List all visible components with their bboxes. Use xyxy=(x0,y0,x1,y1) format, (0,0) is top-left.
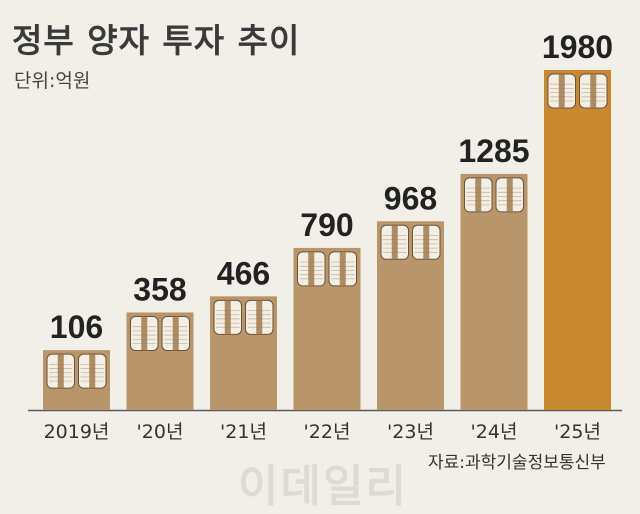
x-tick-label: '23년 xyxy=(387,421,434,443)
money-band xyxy=(391,225,398,260)
money-band xyxy=(475,177,482,212)
money-band xyxy=(590,74,597,108)
x-tick-label: 2019년 xyxy=(44,421,110,443)
bar-group: 466 '21년 xyxy=(210,255,277,443)
unit-label: 단위:억원 xyxy=(14,70,91,92)
data-label: 466 xyxy=(217,255,270,291)
money-band xyxy=(558,74,565,108)
bar-group: 1285 '24년 xyxy=(458,133,529,443)
chart-title: 정부 양자 투자 추이 xyxy=(12,21,301,60)
bar-group: 106 2019년 xyxy=(43,309,110,443)
money-band xyxy=(256,300,263,335)
money-band xyxy=(423,225,430,260)
data-label: 1285 xyxy=(458,133,529,169)
bar-group: 1980 '25년 xyxy=(542,29,613,443)
watermark: 이데일리 xyxy=(238,461,408,512)
data-label: 968 xyxy=(384,180,437,216)
money-band xyxy=(506,177,513,212)
source-label: 자료:과학기술정보통신부 xyxy=(428,453,606,473)
data-label: 358 xyxy=(133,271,186,307)
money-band xyxy=(308,251,315,286)
money-band xyxy=(141,316,148,351)
x-tick-label: '22년 xyxy=(304,421,351,443)
bar-group: 358 '20년 xyxy=(126,271,194,443)
bar-group: 968 '23년 xyxy=(377,180,444,443)
x-tick-label: '21년 xyxy=(220,421,267,443)
bar xyxy=(544,70,611,410)
money-band xyxy=(224,300,231,335)
bar xyxy=(460,173,528,410)
money-band xyxy=(172,316,179,351)
money-band xyxy=(89,354,96,389)
bar-group: 790 '22년 xyxy=(293,207,361,443)
x-tick-label: '24년 xyxy=(471,421,518,443)
data-label: 790 xyxy=(300,207,353,243)
x-tick-label: '25년 xyxy=(554,421,601,443)
x-tick-label: '20년 xyxy=(137,421,184,443)
money-band xyxy=(57,354,64,389)
data-label: 1980 xyxy=(542,29,613,65)
money-band xyxy=(339,251,346,286)
data-label: 106 xyxy=(50,309,103,345)
